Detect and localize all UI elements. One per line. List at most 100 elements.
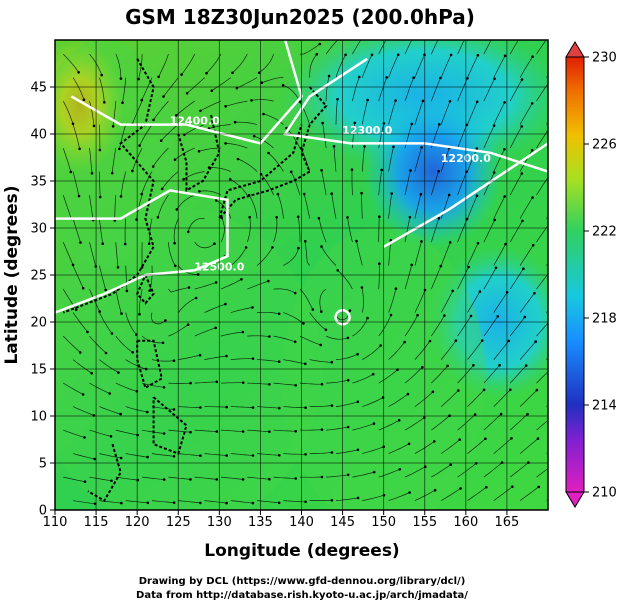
streamline-arrowhead xyxy=(294,429,298,433)
streamline-arrowhead xyxy=(530,149,534,152)
streamline xyxy=(361,146,365,172)
streamline-arrowhead xyxy=(521,32,524,35)
streamline-arrowhead xyxy=(199,109,202,113)
streamline-arrowhead xyxy=(366,316,369,320)
streamline xyxy=(331,193,337,219)
streamline-arrowhead xyxy=(408,491,411,494)
streamline-arrowhead xyxy=(241,478,245,481)
streamline-arrowhead xyxy=(275,216,279,219)
streamline-arrowhead xyxy=(437,169,441,173)
streamline-arrowhead xyxy=(104,351,108,355)
streamline xyxy=(168,429,191,433)
streamline xyxy=(273,429,296,432)
x-tick-label: 165 xyxy=(495,515,520,530)
y-axis: 0 5 10 15 20 25 30 35 40 45 xyxy=(30,81,55,519)
streamline xyxy=(194,282,217,290)
streamline-arrowhead xyxy=(148,289,151,293)
streamline-arrowhead xyxy=(469,314,473,318)
streamline-arrowhead xyxy=(478,290,482,293)
y-tick-label: 35 xyxy=(30,175,47,190)
streamline xyxy=(404,40,413,55)
colorbar-bottom-arrow xyxy=(565,491,585,508)
streamline-arrowhead xyxy=(410,263,414,267)
streamline-arrowhead xyxy=(164,319,167,322)
streamline xyxy=(519,197,533,219)
streamline-arrowhead xyxy=(187,286,191,289)
streamline xyxy=(388,492,410,501)
streamline xyxy=(72,171,80,197)
streamline xyxy=(378,419,400,431)
streamline xyxy=(168,242,176,267)
streamline-arrowhead xyxy=(476,242,480,245)
streamline-arrowhead xyxy=(185,92,189,95)
streamline xyxy=(254,135,274,149)
streamline xyxy=(483,125,495,149)
x-axis: 110 115 120 125 130 135 140 145 150 155 160 165 xyxy=(43,510,520,530)
streamline xyxy=(509,126,523,149)
streamline xyxy=(251,99,274,102)
streamline xyxy=(186,77,205,94)
streamline xyxy=(115,289,122,314)
streamline xyxy=(194,327,216,337)
streamline xyxy=(99,312,113,334)
streamline xyxy=(199,190,222,196)
streamline-arrowhead xyxy=(494,31,497,34)
y-axis-label: Latitude (degrees) xyxy=(2,185,22,364)
streamline-arrowhead xyxy=(446,364,449,368)
streamline-arrowhead xyxy=(297,246,300,250)
streamline-arrowhead xyxy=(437,217,441,220)
streamline xyxy=(440,54,452,78)
streamline-arrowhead xyxy=(554,462,557,465)
streamline xyxy=(178,500,201,504)
streamline-arrowhead xyxy=(160,187,164,191)
streamline-arrowhead xyxy=(92,124,96,128)
streamline xyxy=(194,381,217,384)
streamline-arrowhead xyxy=(406,392,410,396)
streamline xyxy=(204,406,227,408)
streamline xyxy=(63,476,86,483)
streamline-arrowhead xyxy=(549,221,552,224)
streamline-arrowhead xyxy=(330,498,334,502)
streamline-arrowhead xyxy=(110,332,114,335)
streamline-arrowhead xyxy=(225,354,228,358)
streamline-arrowhead xyxy=(561,293,564,296)
streamline xyxy=(378,169,383,196)
streamline-arrowhead xyxy=(510,437,513,440)
temperature-region xyxy=(55,40,174,267)
streamline xyxy=(139,289,143,315)
streamline xyxy=(89,101,95,126)
streamline xyxy=(536,273,548,290)
streamline-arrowhead xyxy=(499,412,503,416)
streamline-arrowhead xyxy=(225,454,228,457)
streamline xyxy=(220,476,244,480)
streamline xyxy=(168,476,191,480)
streamline-arrowhead xyxy=(251,406,255,409)
streamline xyxy=(230,406,254,408)
streamline xyxy=(62,53,79,73)
streamline xyxy=(414,54,425,78)
streamline-arrowhead xyxy=(260,81,264,84)
streamline-arrowhead xyxy=(241,381,245,385)
streamline-arrowhead xyxy=(210,89,214,92)
streamline-arrowhead xyxy=(537,485,540,489)
x-tick-label: 160 xyxy=(453,515,478,530)
streamline xyxy=(200,100,222,112)
streamline xyxy=(430,40,439,55)
streamline-arrowhead xyxy=(162,432,166,435)
streamline xyxy=(440,194,450,219)
streamline-arrowhead xyxy=(475,147,479,150)
streamline-arrowhead xyxy=(533,291,536,295)
streamline xyxy=(440,390,459,407)
streamline-arrowhead xyxy=(276,192,280,196)
streamline-arrowhead xyxy=(503,195,507,198)
streamline xyxy=(335,449,358,454)
streamline xyxy=(457,315,472,337)
streamline xyxy=(440,340,457,360)
streamline-arrowhead xyxy=(108,392,111,395)
streamline xyxy=(483,267,497,290)
colorbar-tick-label: 218 xyxy=(592,312,617,327)
height-contour xyxy=(383,142,548,248)
streamline xyxy=(176,100,195,116)
streamline-arrowhead xyxy=(111,125,115,128)
streamline-arrowhead xyxy=(553,414,556,417)
